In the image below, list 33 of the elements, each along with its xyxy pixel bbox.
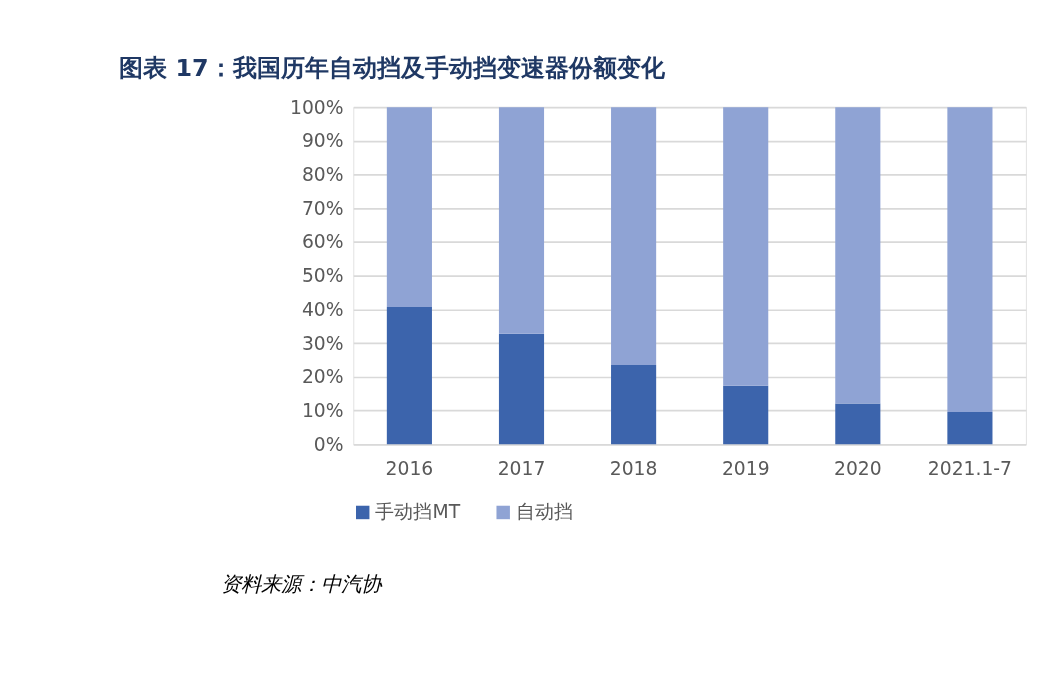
- bar: [947, 107, 993, 412]
- y-tick-label: 60%: [301, 231, 344, 253]
- x-tick-label: 2019: [721, 457, 770, 479]
- y-tick-label: 40%: [301, 298, 344, 320]
- x-tick-label: 2018: [609, 457, 658, 479]
- y-tick-label: 70%: [301, 197, 344, 219]
- y-tick-label: 0%: [313, 433, 344, 455]
- legend-label: 自动挡: [515, 501, 573, 523]
- y-tick-label: 50%: [301, 265, 344, 287]
- y-tick-label: 30%: [301, 332, 344, 354]
- bar: [947, 411, 993, 445]
- x-tick-label: 2017: [497, 457, 546, 479]
- bar: [723, 107, 769, 386]
- chart-title: 图表 17：我国历年自动挡及手动挡变速器份额变化: [119, 53, 666, 82]
- bar: [611, 107, 657, 366]
- bar: [498, 107, 545, 334]
- y-tick-label: 10%: [301, 400, 344, 422]
- bar: [835, 107, 881, 404]
- x-tick-label: 2021.1-7: [927, 457, 1012, 479]
- y-tick-label: 80%: [301, 164, 344, 185]
- bar: [386, 107, 432, 308]
- y-tick-label: 90%: [301, 130, 344, 152]
- legend-label: 手动挡MT: [375, 501, 461, 523]
- bar: [723, 385, 769, 445]
- bar: [611, 365, 657, 445]
- x-tick-label: 2016: [385, 457, 434, 479]
- bar: [498, 333, 545, 445]
- x-tick-label: 2020: [833, 457, 882, 479]
- bar: [835, 403, 881, 445]
- y-tick-label: 100%: [290, 96, 344, 118]
- y-tick-label: 20%: [301, 366, 344, 388]
- text: 资料来源：中汽协: [221, 571, 384, 596]
- bar: [386, 307, 432, 445]
